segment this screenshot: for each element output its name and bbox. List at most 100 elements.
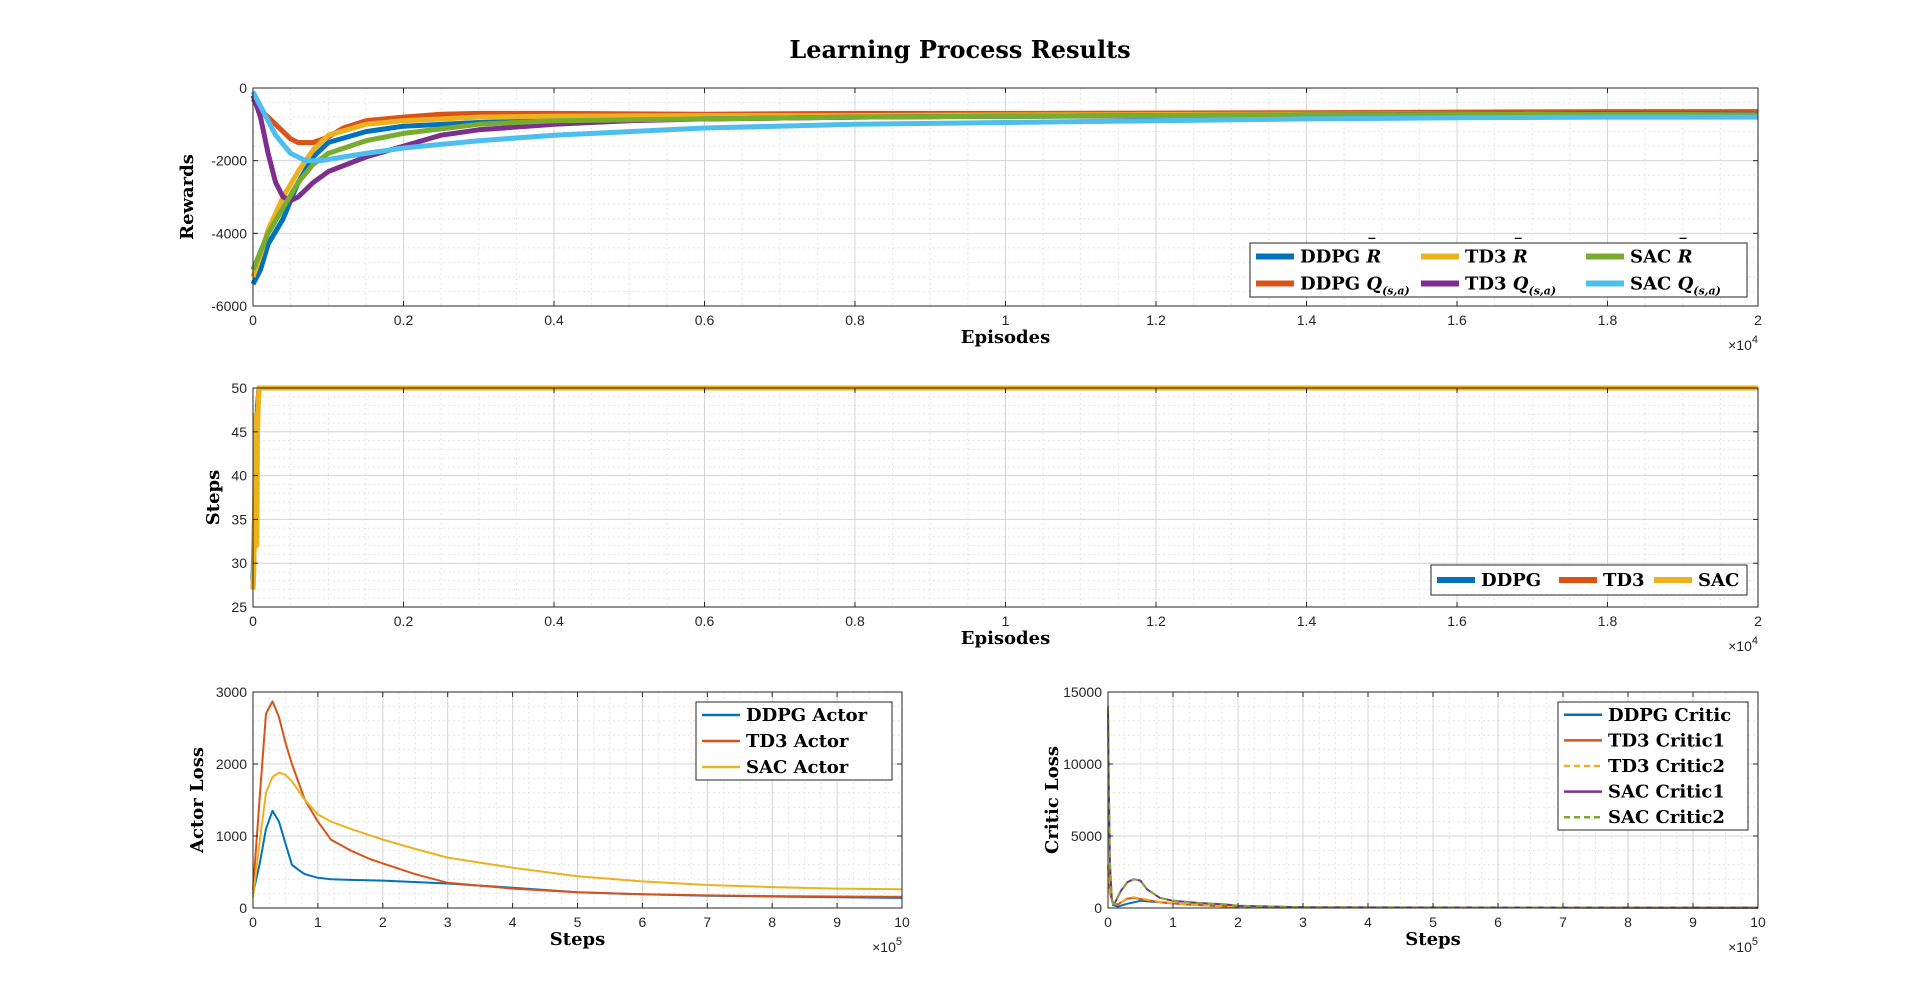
actor_loss-ytick-label: 3000 (216, 684, 247, 700)
actor_loss-xtick-label: 8 (768, 914, 776, 930)
critic_loss-xtick-label: 5 (1429, 914, 1437, 930)
rewards-xtick-label: 1 (1002, 312, 1010, 328)
steps-chart: 0 0.2 0.4 0.6 0.8 1 1.2 1.4 1.6 1.8 2 25 30 35 40 45 50 ×… (203, 380, 1762, 654)
steps-ytick-label: 25 (231, 599, 247, 615)
critic_loss-xtick-label: 6 (1494, 914, 1502, 930)
actor_loss-xlabel: Steps (550, 929, 606, 950)
critic_loss-legend-label: SAC Critic1 (1608, 782, 1725, 803)
rewards-legend-label: DDPG R‾ (1300, 237, 1381, 268)
rewards-xtick-label: 0.6 (695, 312, 715, 328)
actor_loss-legend-label: TD3 Actor (746, 731, 849, 752)
rewards-xtick-label: 1.6 (1447, 312, 1467, 328)
steps-legend: DDPG TD3 SAC (1430, 564, 1748, 596)
steps-ytick-label: 45 (231, 424, 247, 440)
rewards-xtick-label: 0.8 (845, 312, 865, 328)
rewards-series-sac-r (250, 111, 1759, 271)
rewards-x-exponent: ×104 (1728, 334, 1758, 353)
rewards-xtick-label: 2 (1754, 312, 1762, 328)
actor_loss-xtick-label: 7 (703, 914, 711, 930)
critic_loss-xtick-label: 2 (1234, 914, 1242, 930)
rewards-xtick-label: 1.4 (1297, 312, 1317, 328)
actor_loss-xtick-label: 6 (639, 914, 647, 930)
rewards-xtick-label: 0.2 (394, 312, 414, 328)
steps-legend-label: DDPG (1481, 570, 1541, 591)
critic_loss-xtick-label: 8 (1624, 914, 1632, 930)
steps-ytick-label: 40 (231, 468, 247, 484)
actor_loss-legend: DDPG Actor TD3 Actor SAC Actor (695, 701, 893, 781)
steps-legend-label: SAC (1698, 570, 1739, 591)
critic_loss-ticks: 0 1 2 3 4 5 6 7 8 9 10 0 5000 10000 15000 (1063, 684, 1766, 930)
rewards-series-group (250, 90, 1759, 286)
rewards-ytick-label: 0 (239, 80, 247, 96)
rewards-ytick-label: -2000 (211, 153, 247, 169)
actor_loss-series-group (252, 700, 903, 899)
rewards-legend-label: DDPG Q(s,a) (1300, 274, 1410, 298)
steps-xtick-label: 1.8 (1598, 613, 1618, 629)
actor_loss-xtick-label: 3 (444, 914, 452, 930)
rewards-xtick-label: 1.8 (1598, 312, 1618, 328)
steps-xtick-label: 1 (1002, 613, 1010, 629)
actor_loss-ylabel: Actor Loss (187, 747, 208, 854)
rewards-ylabel: Rewards (177, 154, 198, 240)
critic_loss-ylabel: Critic Loss (1042, 746, 1063, 854)
actor_loss-xtick-label: 2 (379, 914, 387, 930)
critic_loss-ytick-label: 5000 (1071, 828, 1102, 844)
rewards-chart: 0 0.2 0.4 0.6 0.8 1 1.2 1.4 1.6 1.8 2 -6000 -4000 -20… (177, 80, 1762, 353)
rewards-xtick-label: 0 (249, 312, 257, 328)
rewards-legend-label: TD3 Q(s,a) (1465, 274, 1556, 298)
rewards-xtick-label: 1.2 (1146, 312, 1166, 328)
rewards-xtick-label: 0.4 (544, 312, 564, 328)
critic_loss-ytick-label: 10000 (1063, 756, 1102, 772)
critic_loss-xtick-label: 0 (1104, 914, 1112, 930)
critic_loss-legend-label: DDPG Critic (1608, 705, 1731, 726)
rewards-legend: DDPG R‾ DDPG Q(s,a) TD3 R‾ TD3 Q(s,a) SAC R‾… (1249, 237, 1748, 298)
actor_loss-x-exponent: ×105 (872, 936, 902, 955)
rewards-ytick-label: -6000 (211, 298, 247, 314)
actor_loss-ticks: 0 1 2 3 4 5 6 7 8 9 10 0 1000 2000 3000 (216, 684, 910, 930)
critic_loss-ytick-label: 0 (1094, 900, 1102, 916)
steps-ylabel: Steps (203, 470, 224, 526)
steps-xtick-label: 1.6 (1447, 613, 1467, 629)
actor_loss-xtick-label: 9 (833, 914, 841, 930)
actor_loss-ytick-label: 1000 (216, 828, 247, 844)
steps-xtick-label: 2 (1754, 613, 1762, 629)
rewards-ytick-label: -4000 (211, 225, 247, 241)
figure-title: Learning Process Results (789, 35, 1130, 64)
actor_loss-legend-label: SAC Actor (746, 757, 849, 778)
steps-ytick-label: 35 (231, 511, 247, 527)
rewards-series-sac-q (250, 90, 1758, 164)
steps-ticks: 0 0.2 0.4 0.6 0.8 1 1.2 1.4 1.6 1.8 2 25 30 35 40 45 50 (231, 380, 1762, 629)
actor_loss-legend-label: DDPG Actor (746, 705, 868, 726)
critic_loss-legend: DDPG Critic TD3 Critic1 TD3 Critic2 SAC Cri… (1557, 701, 1749, 831)
critic_loss-xtick-label: 9 (1689, 914, 1697, 930)
steps-xtick-label: 1.4 (1297, 613, 1317, 629)
steps-xtick-label: 0 (249, 613, 257, 629)
rewards-xlabel: Episodes (961, 327, 1050, 348)
steps-xtick-label: 0.2 (394, 613, 414, 629)
steps-xtick-label: 1.2 (1146, 613, 1166, 629)
steps-x-exponent: ×104 (1728, 635, 1758, 654)
rewards-legend-label: SAC Q(s,a) (1630, 274, 1721, 298)
critic-loss-chart: 0 1 2 3 4 5 6 7 8 9 10 0 5000 10000 15000 ×105 Steps Crit… (1042, 684, 1766, 955)
steps-xlabel: Episodes (961, 628, 1050, 649)
steps-legend-label: TD3 (1603, 570, 1645, 591)
actor_loss-series-td3-actor (252, 700, 903, 898)
actor_loss-ytick-label: 2000 (216, 756, 247, 772)
critic_loss-xtick-label: 3 (1299, 914, 1307, 930)
critic_loss-xlabel: Steps (1405, 929, 1461, 950)
rewards-legend-label: TD3 R‾ (1465, 237, 1528, 268)
critic_loss-series-sac-critic2 (1107, 706, 1759, 909)
critic_loss-x-exponent: ×105 (1728, 936, 1758, 955)
critic_loss-xtick-label: 7 (1559, 914, 1567, 930)
critic_loss-xtick-label: 1 (1169, 914, 1177, 930)
critic_loss-legend-label: TD3 Critic2 (1608, 756, 1725, 777)
actor-loss-chart: 0 1 2 3 4 5 6 7 8 9 10 0 1000 2000 3000 ×105 Steps Actor … (187, 684, 910, 955)
critic_loss-legend-label: SAC Critic2 (1608, 807, 1725, 828)
critic_loss-xtick-label: 4 (1364, 914, 1372, 930)
steps-xtick-label: 0.4 (544, 613, 564, 629)
actor_loss-xtick-label: 0 (249, 914, 257, 930)
steps-ytick-label: 30 (231, 555, 247, 571)
rewards-legend-label: SAC R‾ (1630, 237, 1693, 268)
critic_loss-xtick-label: 10 (1750, 914, 1766, 930)
